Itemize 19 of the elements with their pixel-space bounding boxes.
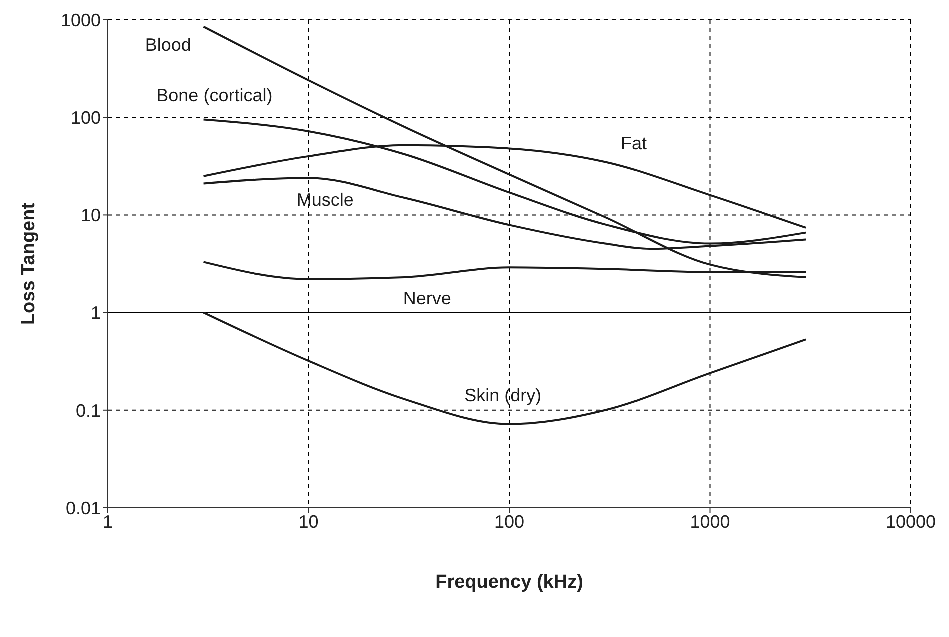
y-tick-label: 10 (80, 206, 101, 226)
y-tick-label: 0.1 (76, 400, 101, 421)
series-label: Skin (dry) (464, 385, 542, 406)
y-tick-label: 100 (70, 108, 101, 128)
series-label: Blood (145, 34, 192, 55)
x-tick-label: 100 (494, 512, 525, 532)
series-label: Fat (620, 133, 647, 154)
x-axis-title: Frequency (kHz) (436, 572, 584, 593)
x-tick-label: 1 (102, 512, 114, 532)
y-axis-title: Loss Tangent (18, 202, 40, 326)
x-tick-label: 10 (298, 512, 319, 532)
y-tick-label: 1000 (60, 10, 101, 30)
x-tick-label: 10000 (886, 512, 936, 532)
series-label: Muscle (296, 190, 354, 210)
y-tick-label: 0.01 (66, 498, 101, 518)
x-tick-label: 1000 (690, 512, 730, 532)
series-label: Bone (cortical) (156, 86, 273, 106)
series-label: Nerve (403, 288, 452, 308)
y-tick-label: 1 (90, 303, 101, 324)
